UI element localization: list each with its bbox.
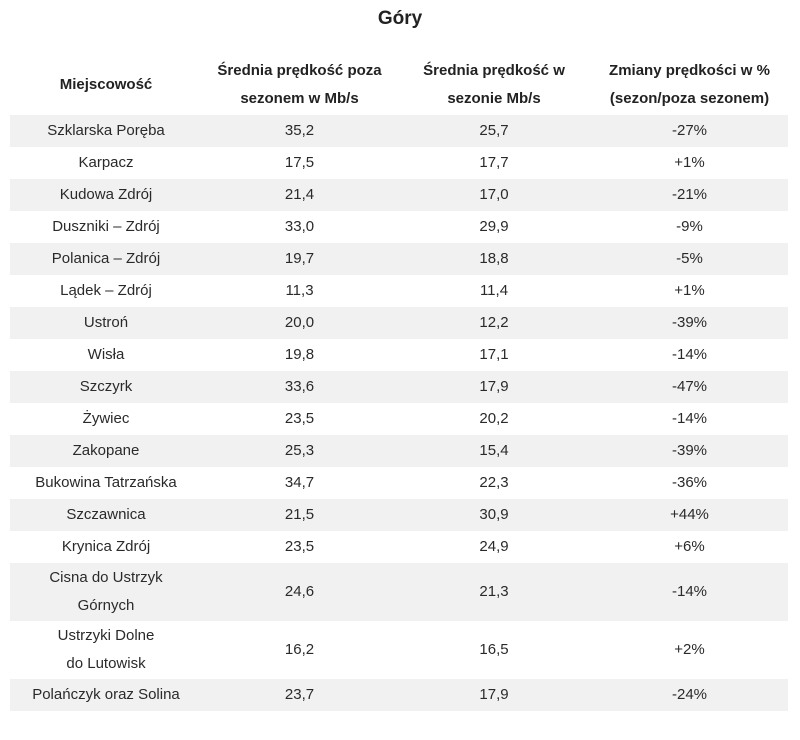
cell-season-speed: 29,9 [479, 218, 509, 235]
cell-speed-change: +44% [670, 506, 709, 523]
cell-off-season-speed: 24,6 [284, 583, 315, 600]
cell-speed-change: +6% [674, 538, 705, 555]
cell-off-season-speed: 33,6 [284, 378, 315, 395]
cell-location: Zakopane [72, 442, 140, 459]
cell-season-speed: 17,0 [479, 186, 509, 203]
cell-speed-change: -5% [676, 250, 703, 267]
cell-speed-change: -47% [671, 378, 708, 395]
cell-speed-change: -14% [671, 410, 708, 427]
cell-location: Ustroń [83, 314, 129, 331]
table-row: Żywiec 23,5 20,2 -14% [10, 403, 788, 435]
cell-speed-change: -36% [671, 474, 708, 491]
cell-off-season-speed: 34,7 [284, 474, 315, 491]
cell-season-speed: 15,4 [479, 442, 509, 459]
table-row: Szczawnica 21,5 30,9 +44% [10, 499, 788, 531]
table-row: Ustroń 20,0 12,2 -39% [10, 307, 788, 339]
cell-season-speed: 11,4 [479, 282, 509, 299]
cell-off-season-speed: 21,4 [284, 186, 315, 203]
cell-speed-change: -21% [671, 186, 708, 203]
table-row: Duszniki – Zdrój 33,0 29,9 -9% [10, 211, 788, 243]
header-season-speed: Średnia prędkość w sezonie Mb/s [423, 62, 565, 107]
cell-location: Duszniki – Zdrój [52, 218, 160, 235]
cell-off-season-speed: 20,0 [284, 314, 315, 331]
cell-location: Polanica – Zdrój [51, 250, 161, 267]
cell-speed-change: -14% [671, 346, 708, 363]
cell-off-season-speed: 21,5 [284, 506, 315, 523]
table-row: Zakopane 25,3 15,4 -39% [10, 435, 788, 467]
cell-speed-change: -27% [671, 122, 708, 139]
cell-off-season-speed: 23,7 [284, 686, 315, 703]
cell-location: Lądek – Zdrój [60, 282, 152, 299]
cell-off-season-speed: 19,8 [284, 346, 315, 363]
table-row: Bukowina Tatrzańska 34,7 22,3 -36% [10, 467, 788, 499]
cell-location: Karpacz [78, 154, 134, 171]
table-row: Cisna do Ustrzyk Górnych 24,6 21,3 -14% [10, 563, 788, 621]
header-location: Miejscowość [59, 76, 153, 93]
cell-season-speed: 24,9 [479, 538, 509, 555]
cell-speed-change: -14% [671, 583, 708, 600]
cell-off-season-speed: 16,2 [284, 641, 315, 658]
cell-location: Polańczyk oraz Solina [32, 686, 180, 703]
table-row: Kudowa Zdrój 21,4 17,0 -21% [10, 179, 788, 211]
cell-speed-change: +1% [674, 282, 705, 299]
header-speed-change: Zmiany prędkości w % (sezon/poza sezonem… [609, 62, 770, 107]
cell-season-speed: 17,7 [479, 154, 509, 171]
cell-season-speed: 17,9 [479, 686, 509, 703]
cell-location: Szczyrk [79, 378, 133, 395]
table-row: Polanica – Zdrój 19,7 18,8 -5% [10, 243, 788, 275]
cell-off-season-speed: 25,3 [284, 442, 315, 459]
cell-season-speed: 22,3 [479, 474, 509, 491]
cell-speed-change: +1% [674, 154, 705, 171]
cell-off-season-speed: 17,5 [284, 154, 315, 171]
cell-location: Bukowina Tatrzańska [35, 474, 177, 491]
table-row: Szklarska Poręba 35,2 25,7 -27% [10, 115, 788, 147]
header-off-season-speed: Średnia prędkość poza sezonem w Mb/s [217, 62, 382, 107]
cell-speed-change: -24% [671, 686, 708, 703]
cell-off-season-speed: 11,3 [285, 282, 314, 299]
speed-table: Miejscowość Średnia prędkość poza sezone… [10, 55, 788, 711]
cell-location: Szczawnica [66, 506, 146, 523]
header-row: Miejscowość Średnia prędkość poza sezone… [10, 55, 788, 115]
table-row: Krynica Zdrój 23,5 24,9 +6% [10, 531, 788, 563]
cell-speed-change: -39% [671, 442, 708, 459]
cell-season-speed: 17,9 [479, 378, 509, 395]
cell-off-season-speed: 35,2 [284, 122, 315, 139]
cell-season-speed: 20,2 [479, 410, 509, 427]
cell-off-season-speed: 23,5 [284, 538, 315, 555]
cell-season-speed: 16,5 [479, 641, 509, 658]
cell-location: Ustrzyki Dolne do Lutowisk [57, 627, 155, 672]
table-row: Ustrzyki Dolne do Lutowisk 16,2 16,5 +2% [10, 621, 788, 679]
cell-off-season-speed: 23,5 [284, 410, 315, 427]
cell-location: Wisła [87, 346, 125, 363]
table-row: Wisła 19,8 17,1 -14% [10, 339, 788, 371]
cell-season-speed: 25,7 [479, 122, 509, 139]
table-row: Lądek – Zdrój 11,3 11,4 +1% [10, 275, 788, 307]
cell-season-speed: 18,8 [479, 250, 509, 267]
cell-off-season-speed: 19,7 [284, 250, 315, 267]
cell-season-speed: 17,1 [479, 346, 509, 363]
cell-location: Kudowa Zdrój [59, 186, 153, 203]
table-row: Karpacz 17,5 17,7 +1% [10, 147, 788, 179]
cell-location: Krynica Zdrój [61, 538, 151, 555]
table-title: Góry [377, 8, 423, 29]
cell-season-speed: 21,3 [479, 583, 509, 600]
table-row: Szczyrk 33,6 17,9 -47% [10, 371, 788, 403]
cell-off-season-speed: 33,0 [284, 218, 315, 235]
table-row: Polańczyk oraz Solina 23,7 17,9 -24% [10, 679, 788, 711]
cell-location: Cisna do Ustrzyk Górnych [49, 569, 163, 614]
table-body: Szklarska Poręba 35,2 25,7 -27% Karpacz 17,5 1… [10, 115, 788, 711]
cell-speed-change: +2% [674, 641, 705, 658]
cell-speed-change: -39% [671, 314, 708, 331]
cell-speed-change: -9% [676, 218, 703, 235]
cell-location: Żywiec [82, 410, 130, 427]
cell-season-speed: 30,9 [479, 506, 509, 523]
cell-location: Szklarska Poręba [47, 122, 165, 139]
cell-season-speed: 12,2 [479, 314, 509, 331]
